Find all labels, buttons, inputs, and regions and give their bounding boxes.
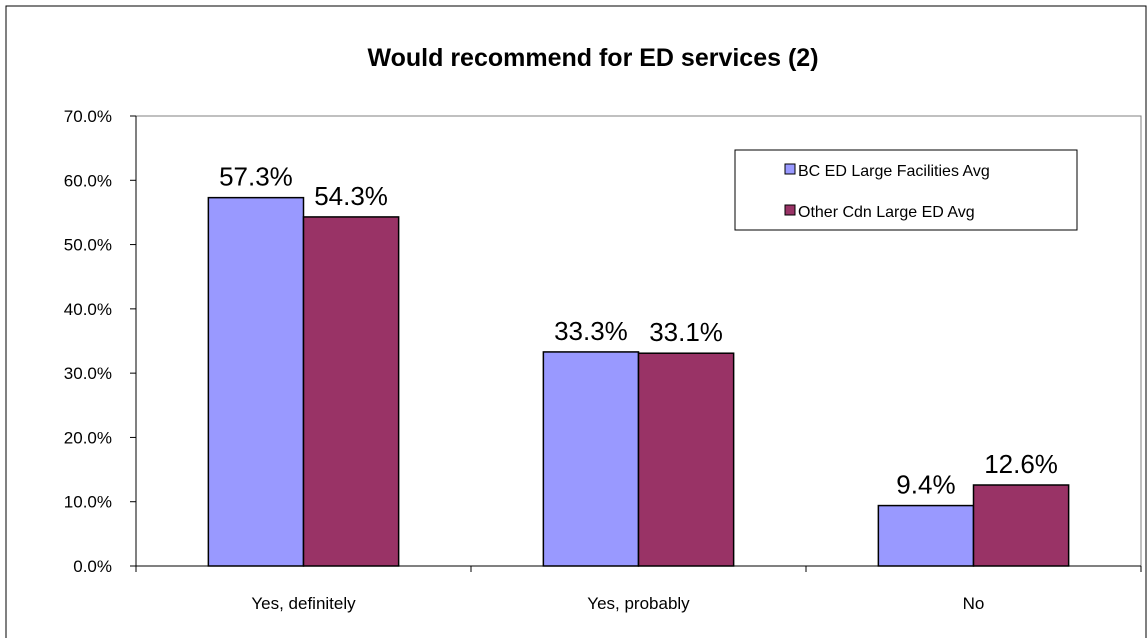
- bar-series-1-cat-0: [302, 216, 400, 567]
- y-tick-label: 70.0%: [64, 107, 112, 126]
- y-tick-label: 50.0%: [64, 236, 112, 255]
- data-label-series-1-cat-2: 12.6%: [984, 449, 1058, 479]
- bars: [207, 196, 1070, 567]
- data-label-series-0-cat-1: 33.3%: [554, 316, 628, 346]
- bar-series-1-cat-2: [972, 484, 1070, 567]
- y-tick-label: 20.0%: [64, 428, 112, 447]
- y-tick-label: 30.0%: [64, 364, 112, 383]
- x-category-label: No: [963, 594, 985, 613]
- legend-swatch-bc: [784, 163, 796, 175]
- y-axis: 0.0% 10.0% 20.0% 30.0% 40.0% 50.0% 60.0% 70.0%: [64, 107, 137, 576]
- bar-series-0-cat-1: [542, 351, 640, 567]
- bar-series-1-cat-1: [637, 352, 735, 567]
- data-label-series-1-cat-1: 33.1%: [649, 317, 723, 347]
- bar-series-0-cat-0: [207, 196, 305, 567]
- x-category-label: Yes, definitely: [251, 594, 356, 613]
- x-category-label: Yes, probably: [587, 594, 690, 613]
- y-tick-label: 10.0%: [64, 493, 112, 512]
- data-labels: 57.3% 54.3% 33.3% 33.1% 9.4% 12.6%: [219, 162, 1058, 500]
- y-tick-label: 60.0%: [64, 171, 112, 190]
- legend-box: [734, 149, 1078, 231]
- legend-label-bc: BC ED Large Facilities Avg: [798, 163, 990, 180]
- legend: BC ED Large Facilities Avg Other Cdn Lar…: [734, 149, 1078, 231]
- data-label-series-0-cat-0: 57.3%: [219, 162, 293, 192]
- y-tick-label: 40.0%: [64, 300, 112, 319]
- y-tick-label: 0.0%: [73, 557, 112, 576]
- chart-title: Would recommend for ED services (2): [367, 44, 818, 72]
- data-label-series-1-cat-0: 54.3%: [314, 181, 388, 211]
- legend-swatch-cdn: [784, 204, 796, 216]
- data-label-series-0-cat-2: 9.4%: [896, 470, 955, 500]
- bar-series-0-cat-2: [877, 504, 975, 567]
- legend-label-cdn: Other Cdn Large ED Avg: [798, 204, 975, 221]
